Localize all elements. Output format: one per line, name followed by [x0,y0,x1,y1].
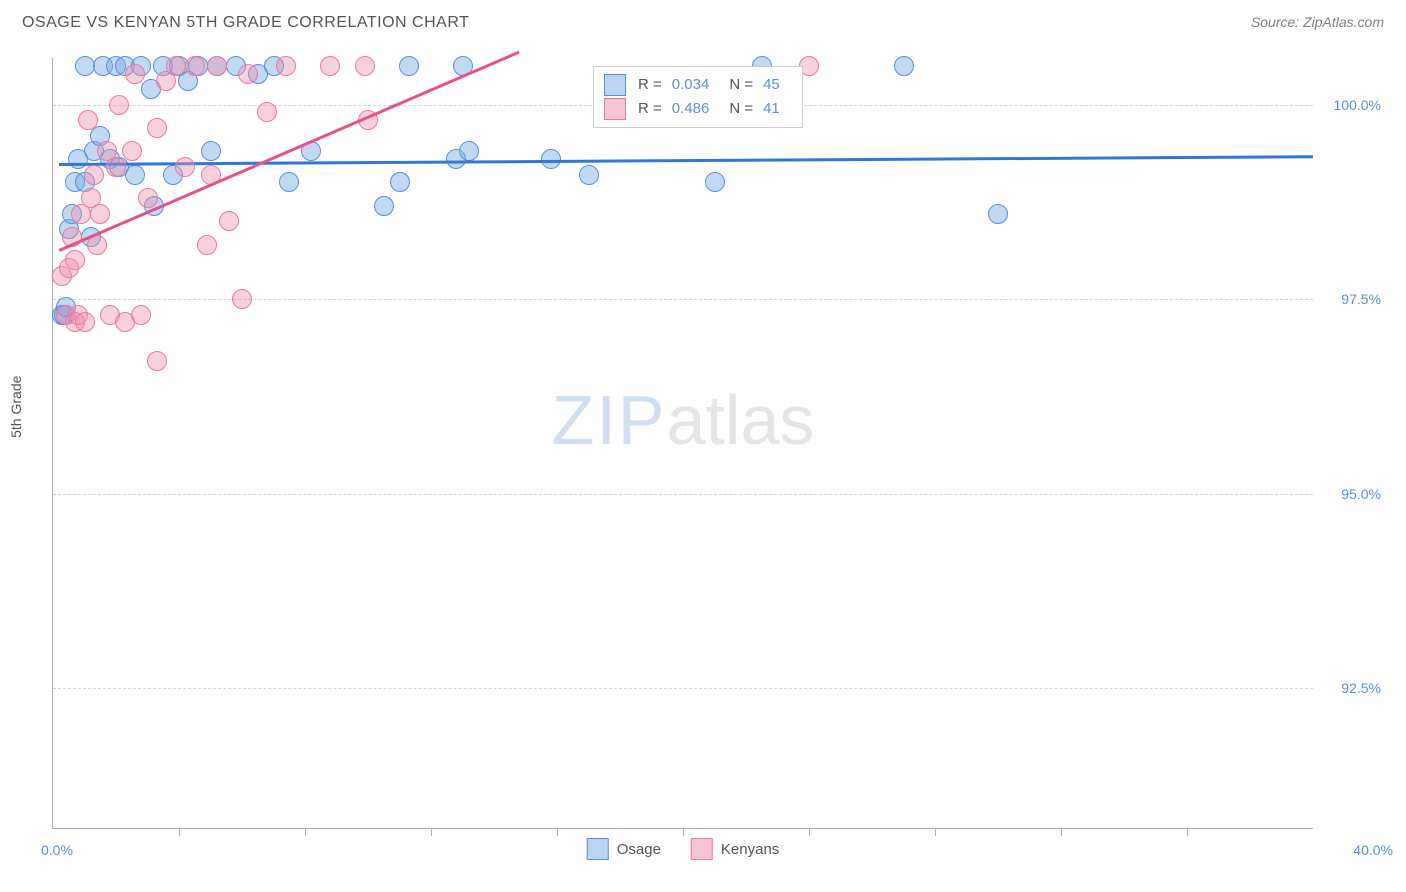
legend-swatch [604,74,626,96]
data-point [90,204,110,224]
r-label: R = [638,97,662,121]
data-point [109,95,129,115]
data-point [894,56,914,76]
r-value: 0.486 [672,97,710,121]
data-point [185,56,205,76]
data-point [207,56,227,76]
y-tick-label: 92.5% [1321,680,1381,696]
n-label: N = [729,97,753,121]
data-point [65,250,85,270]
x-max-label: 40.0% [1353,842,1393,858]
legend-swatch [587,838,609,860]
data-point [75,312,95,332]
data-point [579,165,599,185]
data-point [147,118,167,138]
y-tick-label: 100.0% [1321,97,1381,113]
data-point [705,172,725,192]
data-point [175,157,195,177]
data-point [279,172,299,192]
data-point [122,141,142,161]
source-attribution: Source: ZipAtlas.com [1251,14,1384,30]
x-tick [179,828,180,836]
data-point [106,157,126,177]
legend-row: R = 0.034 N = 45 [604,73,788,97]
data-point [459,141,479,161]
x-tick [431,828,432,836]
legend-swatch [691,838,713,860]
data-point [75,56,95,76]
data-point [84,165,104,185]
x-tick [683,828,684,836]
y-tick-label: 97.5% [1321,291,1381,307]
x-tick [809,828,810,836]
data-point [138,188,158,208]
data-point [78,110,98,130]
series-name: Kenyans [721,841,779,858]
r-value: 0.034 [672,73,710,97]
n-label: N = [729,73,753,97]
data-point [390,172,410,192]
trend-line [59,155,1313,165]
r-label: R = [638,73,662,97]
data-point [219,211,239,231]
x-tick [1187,828,1188,836]
data-point [197,235,217,255]
data-point [232,289,252,309]
data-point [166,56,186,76]
data-point [355,56,375,76]
plot-area: ZIPatlas 100.0%97.5%95.0%92.5%0.0%40.0%R… [52,58,1313,829]
legend-swatch [604,98,626,120]
x-min-label: 0.0% [41,842,73,858]
chart-title: OSAGE VS KENYAN 5TH GRADE CORRELATION CH… [22,14,469,31]
gridline [53,494,1313,495]
data-point [399,56,419,76]
chart-container: 5th Grade ZIPatlas 100.0%97.5%95.0%92.5%… [22,50,1384,872]
data-point [147,351,167,371]
x-tick [305,828,306,836]
n-value: 41 [763,97,780,121]
data-point [238,64,258,84]
data-point [131,305,151,325]
data-point [125,165,145,185]
data-point [276,56,296,76]
x-tick [1061,828,1062,836]
series-name: Osage [617,841,661,858]
legend-row: R = 0.486 N = 41 [604,97,788,121]
correlation-legend: R = 0.034 N = 45 R = 0.486 N = 41 [593,66,803,128]
legend-item: Kenyans [691,838,779,860]
data-point [988,204,1008,224]
legend-item: Osage [587,838,661,860]
data-point [320,56,340,76]
gridline [53,688,1313,689]
data-point [257,102,277,122]
data-point [201,141,221,161]
y-tick-label: 95.0% [1321,486,1381,502]
series-legend: Osage Kenyans [587,838,780,860]
y-axis-label: 5th Grade [8,376,24,438]
data-point [374,196,394,216]
x-tick [935,828,936,836]
watermark: ZIPatlas [552,380,815,460]
data-point [125,64,145,84]
x-tick [557,828,558,836]
n-value: 45 [763,73,780,97]
